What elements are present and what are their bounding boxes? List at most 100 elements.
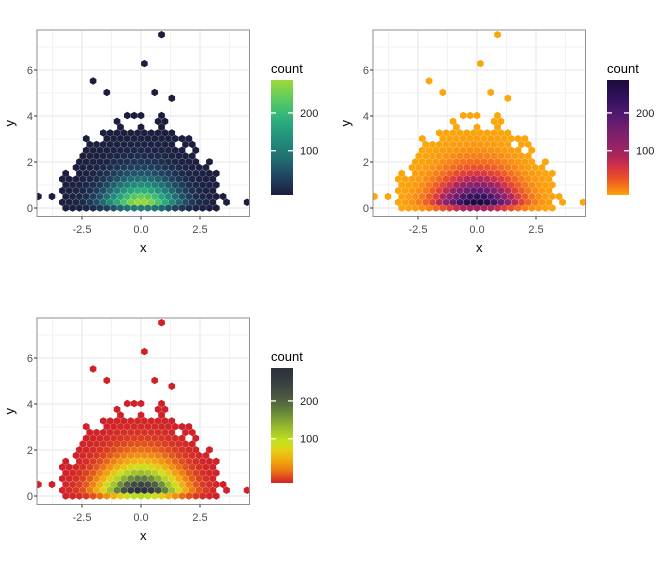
- hex-cell: [480, 169, 488, 178]
- legend-title: count: [271, 349, 303, 364]
- hex-cell: [117, 158, 124, 166]
- hex-cell: [103, 492, 111, 500]
- hex-cell: [463, 152, 471, 160]
- hex-cell: [425, 192, 433, 201]
- hex-cell: [144, 158, 152, 166]
- hex-cell: [117, 411, 124, 419]
- hex-cell: [185, 169, 193, 178]
- hex-cell: [538, 175, 546, 183]
- hex-cell: [96, 146, 104, 154]
- hex-cell: [466, 111, 474, 120]
- hex-cell: [206, 492, 213, 500]
- hex-cell: [96, 446, 104, 454]
- hex-cell: [195, 163, 203, 172]
- hex-cell: [494, 204, 501, 212]
- hex-cell: [189, 186, 196, 195]
- hex-cell: [436, 163, 443, 172]
- hex-cell: [151, 169, 158, 178]
- hex-cell: [147, 140, 155, 149]
- hex-cell: [76, 446, 83, 454]
- hex-cell: [487, 158, 494, 166]
- hex-cell: [86, 428, 93, 437]
- hex-cell: [477, 163, 484, 172]
- hex-cell: [432, 181, 440, 189]
- hex-cell: [182, 463, 189, 471]
- hex-cell: [103, 146, 111, 154]
- hex-cell: [439, 134, 447, 143]
- hex-cell: [223, 486, 230, 494]
- hex-cell: [113, 405, 121, 414]
- hex-cell: [103, 192, 111, 201]
- y-axis-title: y: [2, 120, 17, 127]
- hex-cell: [82, 134, 90, 143]
- hex-cell: [72, 163, 80, 172]
- hex-cell: [124, 134, 131, 143]
- hex-cell: [100, 186, 107, 195]
- hex-cell: [442, 186, 450, 195]
- hex-cell: [130, 192, 138, 201]
- hex-cell: [243, 198, 250, 206]
- hex-cell: [127, 440, 135, 448]
- hex-cell: [86, 486, 93, 494]
- hex-cell: [89, 204, 97, 212]
- hex-cell: [192, 204, 200, 212]
- hex-cell: [89, 480, 97, 489]
- hex-cell: [168, 129, 176, 137]
- hex-cell: [182, 440, 189, 448]
- hex-cell: [497, 152, 505, 160]
- hex-cell: [453, 158, 460, 166]
- hex-cell: [535, 169, 542, 178]
- hex-cell: [151, 422, 158, 431]
- hex-cell: [483, 129, 491, 137]
- hex-cell: [147, 186, 155, 195]
- hex-cell: [100, 428, 107, 437]
- hex-cell: [158, 399, 165, 408]
- hex-cell: [37, 192, 42, 201]
- hex-cell: [165, 158, 172, 166]
- hex-cell: [113, 474, 121, 483]
- hex-cell: [158, 411, 165, 419]
- hex-cell: [178, 446, 186, 454]
- hex-cell: [178, 457, 186, 466]
- hex-cell: [395, 186, 402, 195]
- hex-cell: [103, 422, 111, 431]
- hex-cell: [154, 163, 162, 172]
- hex-cell: [89, 146, 97, 154]
- hex-cell: [127, 163, 135, 172]
- hex-cell: [185, 422, 193, 431]
- hex-cell: [436, 175, 443, 183]
- hex-cell: [518, 152, 525, 160]
- hex-cell: [161, 440, 169, 448]
- hex-cell: [96, 434, 104, 442]
- x-axis-title: x: [476, 240, 483, 255]
- hex-cell: [206, 204, 213, 212]
- hex-cell: [466, 192, 474, 201]
- hex-cell: [168, 417, 176, 425]
- hex-cell: [466, 134, 474, 143]
- hex-cell: [545, 186, 553, 195]
- hex-cell: [147, 474, 155, 483]
- hex-cell: [507, 146, 515, 154]
- hex-cell: [79, 463, 87, 471]
- hex-cell: [113, 198, 121, 206]
- hex-cell: [93, 474, 100, 483]
- hex-cell: [542, 158, 549, 166]
- hex-cell: [110, 446, 117, 454]
- hex-cell: [154, 175, 162, 183]
- hex-cell: [549, 169, 556, 178]
- hex-cell: [144, 192, 152, 201]
- hex-cell: [528, 181, 536, 189]
- hex-cell: [113, 451, 121, 460]
- hex-cell: [151, 469, 158, 477]
- legend-tick-label: 200: [300, 396, 318, 408]
- hex-cell: [453, 204, 460, 212]
- hex-cell: [106, 428, 114, 437]
- hex-cell: [137, 123, 145, 131]
- hex-cell: [531, 186, 539, 195]
- hex-cell: [425, 169, 433, 178]
- hex-cell: [223, 198, 230, 206]
- hex-cell: [86, 198, 93, 206]
- hex-cell: [127, 198, 135, 206]
- hex-cell: [79, 186, 87, 195]
- hex-cell: [120, 486, 128, 494]
